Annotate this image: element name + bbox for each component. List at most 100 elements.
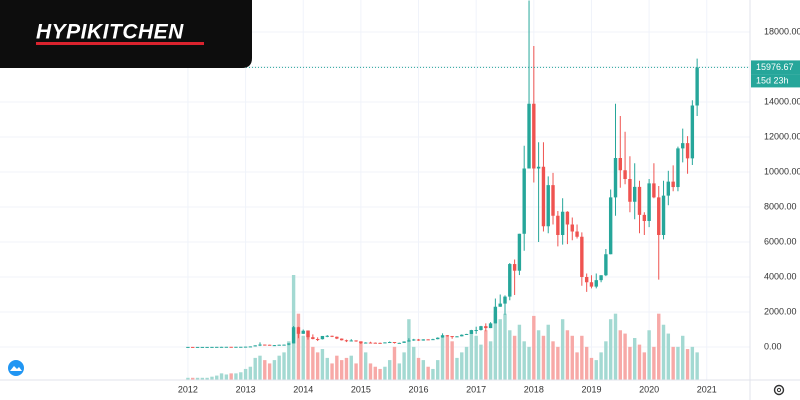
volume-bar xyxy=(584,346,589,380)
candle-body xyxy=(224,346,229,348)
volume-bar xyxy=(455,357,459,380)
candle-body xyxy=(426,339,430,341)
candle-body xyxy=(263,344,267,346)
y-tick-label: 20000.00 xyxy=(764,0,800,1)
candle-body xyxy=(488,323,493,329)
candle-body xyxy=(378,342,382,344)
candle-body xyxy=(633,186,637,202)
candle-body xyxy=(248,346,253,348)
candle-body xyxy=(464,333,469,335)
volume-bar xyxy=(272,360,277,380)
volume-bar xyxy=(258,355,262,380)
volume-bar xyxy=(527,346,531,380)
candle-body xyxy=(503,296,507,304)
candle-body xyxy=(570,224,574,232)
x-tick-label: 2012 xyxy=(178,384,198,394)
candle-body xyxy=(642,214,647,222)
volume-bar xyxy=(661,324,666,380)
candle-body xyxy=(637,186,642,215)
volume-bar xyxy=(637,344,642,380)
candle-body xyxy=(575,231,579,237)
volume-bar xyxy=(416,357,421,380)
candle-body xyxy=(229,346,233,348)
volume-bar xyxy=(344,357,349,380)
settings-hub xyxy=(776,387,782,393)
settings-gear xyxy=(773,384,785,396)
volume-bar xyxy=(551,341,555,380)
candle-body xyxy=(416,339,421,341)
volume-bar xyxy=(436,360,440,380)
candle-body xyxy=(508,264,512,297)
volume-bar xyxy=(287,341,291,380)
volume-bar xyxy=(536,330,541,380)
volume-bar xyxy=(608,319,613,380)
candle-body xyxy=(354,340,358,342)
y-tick-label: 6000.00 xyxy=(764,236,797,246)
volume-bar xyxy=(613,313,618,380)
volume-bar xyxy=(349,355,353,380)
candle-body xyxy=(512,264,517,271)
volume-bar xyxy=(397,363,402,380)
axes: 0.00 2000.00 4000.00 6000.00 8000.00 10000.00… xyxy=(178,0,800,394)
candle-body xyxy=(666,181,671,196)
volume-bar xyxy=(450,341,454,380)
candle-body xyxy=(349,340,353,342)
volume-bar xyxy=(666,333,671,380)
y-tick-label: 18000.00 xyxy=(764,26,800,36)
candle-body xyxy=(460,334,464,337)
candle-body xyxy=(661,195,666,235)
candle-body xyxy=(267,344,272,346)
volume-bar xyxy=(695,352,699,380)
volume-bar xyxy=(676,346,680,380)
volume-bar xyxy=(320,349,325,380)
volume-bar xyxy=(565,330,570,380)
x-tick-label: 2015 xyxy=(351,384,371,394)
volume-bar xyxy=(186,377,190,380)
volume-bar xyxy=(378,368,382,380)
candle-body xyxy=(580,236,584,277)
last-price-label: 15976.67 xyxy=(756,62,794,72)
volume-bar xyxy=(296,313,301,380)
volume-bar xyxy=(681,335,685,380)
volume-bar xyxy=(205,377,209,380)
candle-body xyxy=(604,254,608,276)
candle-body xyxy=(560,211,565,235)
candle-body xyxy=(436,337,440,340)
volume-bar xyxy=(315,352,320,380)
candle-body xyxy=(397,342,402,344)
volume-bar xyxy=(407,319,411,380)
volume-bar xyxy=(671,346,675,380)
candle-body xyxy=(344,340,349,342)
candle-body xyxy=(517,233,522,271)
candle-body xyxy=(589,282,594,287)
candle-body xyxy=(320,335,325,340)
candle-body xyxy=(551,185,555,216)
volume-bar xyxy=(383,366,387,380)
countdown-box xyxy=(751,74,800,88)
volume-bar xyxy=(263,360,267,380)
x-tick-label: 2018 xyxy=(524,384,544,394)
volume-bar xyxy=(498,319,502,380)
volume-bar xyxy=(368,363,373,380)
volume-bar xyxy=(306,330,310,380)
volume-bar xyxy=(503,313,507,380)
candle-body xyxy=(623,170,627,180)
logo-box xyxy=(0,0,252,68)
candle-body xyxy=(407,340,411,342)
candle-body xyxy=(306,330,310,338)
candle-body xyxy=(239,346,243,348)
volume-bar xyxy=(599,352,603,380)
settings-icon[interactable] xyxy=(773,384,785,396)
volume-bar xyxy=(359,341,363,380)
y-tick-label: 0.00 xyxy=(764,341,782,351)
volume-bar xyxy=(560,319,565,380)
candle-body xyxy=(234,346,238,348)
volume-bar xyxy=(512,335,517,380)
volume-bar xyxy=(339,360,344,380)
candle-layer xyxy=(0,0,750,348)
volume-bar xyxy=(325,357,329,380)
volume-bar xyxy=(556,346,560,380)
candle-body xyxy=(690,105,695,159)
candle-body xyxy=(565,211,570,225)
candle-body xyxy=(205,346,209,348)
